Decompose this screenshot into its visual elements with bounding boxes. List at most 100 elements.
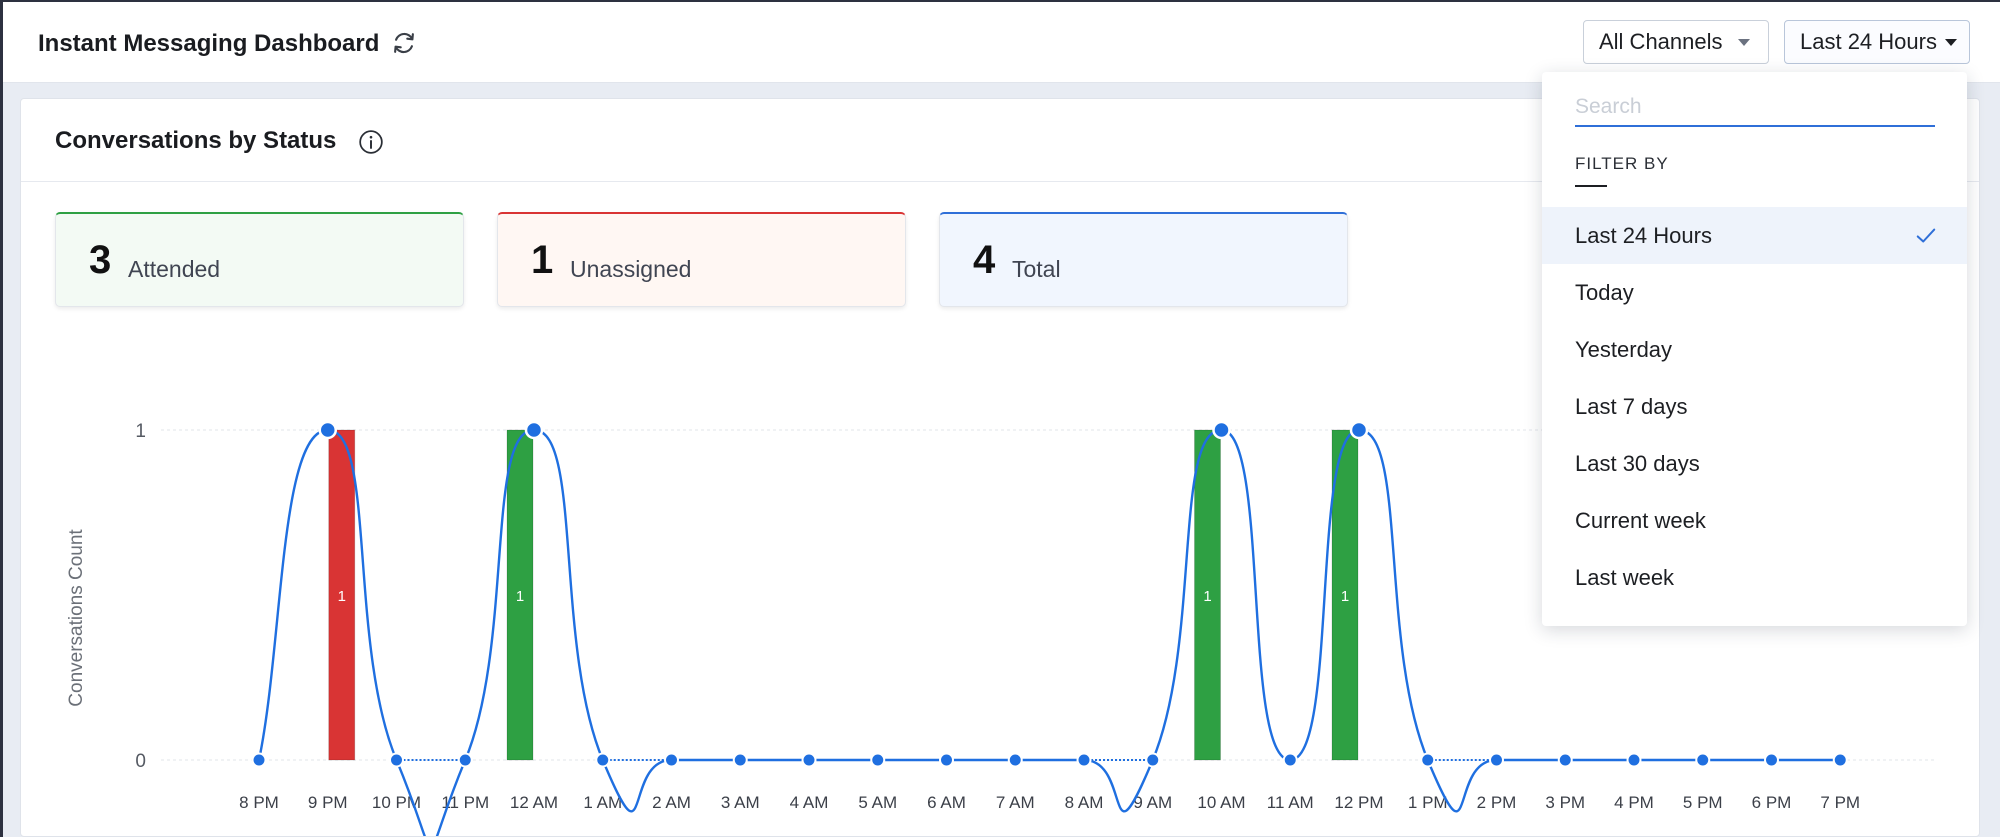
y-axis-label: Conversations Count: [66, 529, 87, 707]
x-tick-label: 11 AM: [1267, 793, 1314, 812]
window-top-edge: [0, 0, 2000, 2]
data-point: [595, 752, 611, 768]
data-point: [801, 752, 817, 768]
stat-label: Attended: [128, 256, 221, 282]
heading-underline: [1575, 185, 1607, 187]
bar-value-label: 1: [516, 588, 524, 605]
data-point: [1076, 752, 1092, 768]
x-tick-label: 9 AM: [1133, 793, 1172, 812]
data-point: [1764, 752, 1779, 768]
data-point: [1695, 752, 1711, 768]
menu-item-option[interactable]: Last 7 days: [1542, 378, 1967, 435]
channel-filter-label: All Channels: [1599, 29, 1723, 54]
x-tick-label: 6 AM: [927, 793, 966, 812]
stat-label: Unassigned: [570, 256, 692, 282]
menu-item-label: Last 7 days: [1575, 394, 1688, 419]
data-point: [1557, 752, 1573, 768]
page-title: Instant Messaging Dashboard: [38, 30, 380, 57]
bar-attended: [1194, 429, 1221, 761]
data-point: [1420, 752, 1436, 768]
data-point: [939, 752, 954, 768]
menu-item-label: Last 24 Hours: [1575, 223, 1712, 248]
bar-unassigned: [328, 429, 356, 761]
bar-value-label: 1: [1203, 588, 1211, 605]
chevron-down-icon: [1945, 39, 1957, 46]
channel-filter-dropdown[interactable]: All Channels: [1583, 20, 1769, 64]
data-point: [1349, 420, 1369, 440]
menu-item-option[interactable]: Today: [1542, 264, 1967, 321]
x-tick-label: 9 PM: [308, 793, 348, 812]
x-tick-label: 10 AM: [1197, 793, 1245, 812]
menu-item-option[interactable]: Last week: [1542, 549, 1967, 606]
x-tick-label: 10 PM: [372, 793, 421, 812]
data-point: [389, 752, 404, 768]
x-tick-label: 5 AM: [858, 793, 897, 812]
bar-value-label: 1: [338, 588, 346, 605]
x-tick-label: 4 PM: [1614, 793, 1654, 812]
x-tick-label: 4 AM: [790, 793, 829, 812]
dashboard-header: Instant Messaging Dashboard All Channels…: [3, 2, 2000, 83]
menu-item-option[interactable]: Last 30 days: [1542, 435, 1967, 492]
x-tick-label: 2 AM: [652, 793, 691, 812]
x-tick-label: 11 PM: [441, 793, 489, 812]
data-point: [664, 752, 679, 768]
menu-item-label: Yesterday: [1575, 337, 1673, 362]
menu-item-label: Today: [1575, 280, 1634, 305]
data-point: [1007, 752, 1023, 768]
search-input[interactable]: [1575, 89, 1935, 127]
x-tick-label: 3 AM: [721, 793, 760, 812]
menu-item-label: Last 30 days: [1575, 451, 1700, 476]
x-tick-label: 12 AM: [510, 793, 558, 812]
menu-item-option[interactable]: Last 24 Hours: [1542, 207, 1967, 264]
data-point: [457, 752, 473, 768]
stat-value: 1: [531, 238, 554, 282]
data-point: [318, 420, 337, 440]
x-tick-label: 7 AM: [996, 793, 1035, 812]
data-point: [1145, 752, 1161, 768]
data-point: [732, 752, 748, 768]
period-filter-menu: FILTER BY Last 24 Hours Today Yesterday Las…: [1542, 72, 1967, 626]
bar-attended: [506, 429, 534, 761]
stat-unassigned[interactable]: 1 Unassigned: [497, 212, 906, 307]
window-edge: [0, 0, 3, 837]
chevron-down-icon: [1738, 39, 1750, 46]
stat-total[interactable]: 4 Total: [939, 212, 1348, 307]
period-filter-label: Last 24 Hours: [1800, 29, 1937, 54]
x-tick-label: 12 PM: [1334, 793, 1383, 812]
period-filter-dropdown[interactable]: Last 24 Hours: [1784, 20, 1970, 64]
x-tick-label: 1 AM: [583, 793, 622, 812]
data-point: [1282, 752, 1298, 768]
menu-item-option[interactable]: Current week: [1542, 492, 1967, 549]
x-tick-label: 8 AM: [1065, 793, 1104, 812]
menu-item-label: Last week: [1575, 565, 1675, 590]
data-point: [1626, 752, 1642, 768]
x-tick-label: 3 PM: [1545, 793, 1585, 812]
data-point: [1489, 752, 1504, 768]
refresh-icon[interactable]: [390, 29, 418, 57]
x-tick-label: 5 PM: [1683, 793, 1723, 812]
menu-item-option[interactable]: Yesterday: [1542, 321, 1967, 378]
y-tick-label: 0: [135, 751, 146, 772]
filter-by-heading: FILTER BY: [1575, 154, 1669, 173]
data-point: [870, 752, 886, 768]
data-point: [1212, 420, 1231, 440]
stat-label: Total: [1012, 256, 1061, 282]
checkmark-icon: [1916, 228, 1936, 243]
x-tick-label: 8 PM: [239, 793, 279, 812]
card-divider: [21, 181, 1979, 182]
bar-value-label: 1: [1341, 588, 1349, 605]
x-tick-label: 7 PM: [1820, 793, 1860, 812]
stat-value: 4: [973, 238, 996, 282]
y-tick-label: 1: [135, 421, 146, 442]
x-tick-label: 1 PM: [1408, 793, 1448, 812]
data-point: [251, 752, 267, 768]
menu-item-label: Current week: [1575, 508, 1706, 533]
x-tick-label: 2 PM: [1477, 793, 1517, 812]
card-title: Conversations by Status: [55, 127, 337, 154]
x-tick-label: 6 PM: [1752, 793, 1792, 812]
data-point: [1832, 752, 1848, 768]
stat-attended[interactable]: 3 Attended: [55, 212, 464, 307]
stat-value: 3: [89, 238, 112, 282]
info-icon[interactable]: [358, 129, 384, 155]
